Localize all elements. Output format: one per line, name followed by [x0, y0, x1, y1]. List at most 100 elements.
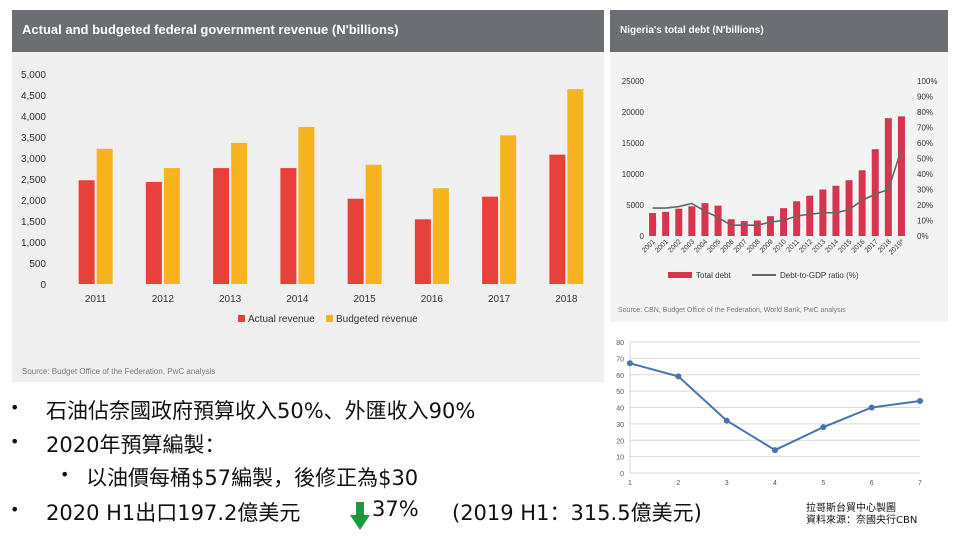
total-debt-bar: [884, 118, 892, 236]
total-debt-bar: [727, 219, 735, 236]
debt-chart-title: Nigeria's total debt (N'billions): [620, 25, 764, 36]
debt-x-tick-label: 2017: [864, 238, 880, 254]
legend-actual-swatch: [238, 315, 245, 322]
credit-line-2: 資料來源：奈國央行CBN: [806, 515, 918, 526]
total-debt-bar: [766, 216, 774, 236]
total-debt-bar: [780, 208, 788, 236]
debt-to-gdp-ratio-line: [652, 148, 903, 226]
debt-y-tick-label: 25000: [622, 77, 645, 86]
debt-chart-panel: Nigeria's total debt (N'billions) 0 5000 1…: [610, 10, 948, 322]
legend-ratio-label: Debt-to-GDP ratio (%): [780, 271, 859, 280]
ratio-y-tick-label: 90%: [917, 93, 933, 102]
bullet-dot: •: [10, 432, 20, 451]
debt-x-tick-label: 2007: [733, 238, 749, 254]
ratio-y-tick-label: 20%: [917, 201, 933, 210]
total-debt-bar: [832, 185, 840, 236]
line-y-tick-label: 80: [616, 340, 624, 347]
revenue-y-tick-label: 5,000: [21, 70, 46, 81]
legend-total-debt-label: Total debt: [696, 271, 731, 280]
debt-x-tick-label: 2014: [824, 238, 840, 254]
line-series-point: [820, 424, 827, 431]
line-x-tick-label: 6: [870, 480, 874, 487]
ratio-y-tick-label: 40%: [917, 170, 933, 179]
line-x-tick-label: 5: [821, 480, 825, 487]
revenue-y-tick-label: 4,500: [21, 91, 46, 102]
revenue-y-tick-label: 0: [40, 280, 46, 291]
debt-x-tick-label: 2011: [785, 238, 801, 254]
total-debt-bar: [714, 205, 722, 236]
actual-revenue-bar: [280, 168, 297, 284]
line-y-tick-label: 40: [616, 406, 624, 413]
line-x-tick-label: 1: [628, 480, 632, 487]
line-y-tick-label: 60: [616, 373, 624, 380]
total-debt-bar: [688, 206, 696, 236]
total-debt-bar: [871, 149, 879, 236]
debt-x-tick-label: 2008: [746, 238, 762, 254]
bullet-exports-2019: (2019 H1：315.5億美元): [452, 501, 702, 525]
total-debt-bar: [649, 213, 657, 236]
debt-x-tick-label: 2010: [772, 238, 788, 254]
bullet-exports-h1: 2020 H1出口197.2億美元: [46, 501, 301, 525]
revenue-y-tick-label: 2,500: [21, 175, 46, 186]
budgeted-revenue-bar: [567, 89, 584, 285]
sub-bullet-oil-price: 以油價每桶$57編製，後修正為$30: [86, 466, 419, 490]
debt-chart-source: Source: CBN, Budget Office of the Federa…: [618, 307, 846, 314]
line-series-point: [917, 397, 923, 404]
ratio-y-tick-label: 30%: [917, 186, 933, 195]
bullet-budget-2020: 2020年預算編製：: [46, 433, 226, 457]
debt-x-tick-label: 2013: [811, 238, 827, 254]
legend-budgeted-swatch: [326, 315, 333, 322]
debt-chart-svg: 0 5000 10000 15000 20000 25000 0% 10% 20% 30% 40% 5…: [622, 77, 938, 280]
debt-x-tick-label: 2001: [654, 238, 670, 254]
ratio-y-tick-label: 100%: [917, 77, 937, 86]
debt-x-tick-label: 2009: [759, 238, 775, 254]
ratio-y-tick-label: 50%: [917, 155, 933, 164]
revenue-x-tick-label: 2011: [85, 294, 107, 305]
chart-credit: 拉哥斯台貿中心製圖 資料來源：奈國央行CBN: [806, 503, 917, 527]
line-y-tick-label: 20: [616, 438, 624, 445]
legend-total-debt-swatch: [668, 272, 692, 278]
ratio-y-tick-label: 10%: [917, 217, 933, 226]
revenue-chart-header: Actual and budgeted federal government r…: [12, 10, 604, 52]
line-chart-panel: 0 10 20 30 40 50 60 70 80 1 2 3 4 5 6 7: [604, 336, 930, 488]
ratio-y-tick-label: 0%: [917, 232, 929, 241]
line-y-tick-label: 0: [620, 471, 624, 478]
actual-revenue-bar: [78, 180, 95, 284]
sub-bullet-dot: •: [60, 465, 70, 484]
total-debt-bar: [662, 211, 670, 236]
total-debt-bar: [845, 180, 853, 236]
revenue-x-tick-label: 2013: [219, 294, 242, 305]
line-series-point: [675, 373, 682, 380]
budgeted-revenue-bar: [500, 135, 517, 284]
total-debt-bar: [793, 201, 801, 236]
total-debt-bar: [675, 208, 683, 236]
down-arrow-icon: [350, 502, 370, 530]
revenue-x-tick-label: 2018: [555, 294, 578, 305]
debt-x-tick-label: 2005: [706, 238, 722, 254]
total-debt-bar: [740, 221, 748, 236]
revenue-y-tick-label: 500: [29, 259, 46, 270]
revenue-y-tick-label: 3,500: [21, 133, 46, 144]
revenue-y-tick-label: 1,500: [21, 217, 46, 228]
revenue-y-tick-label: 1,000: [21, 238, 46, 249]
debt-chart-header: Nigeria's total debt (N'billions): [610, 10, 948, 52]
total-debt-bar: [858, 170, 866, 236]
revenue-x-tick-label: 2017: [488, 294, 511, 305]
budgeted-revenue-bar: [96, 148, 113, 284]
revenue-x-tick-label: 2016: [421, 294, 444, 305]
line-series-point: [772, 447, 778, 454]
revenue-y-tick-label: 4,000: [21, 112, 46, 123]
debt-y-tick-label: 10000: [622, 170, 645, 179]
credit-line-1: 拉哥斯台貿中心製圖: [806, 503, 896, 514]
revenue-y-tick-label: 3,000: [21, 154, 46, 165]
actual-revenue-bar: [549, 154, 566, 284]
debt-x-tick-label: 2016: [851, 238, 867, 254]
actual-revenue-bar: [347, 198, 364, 284]
line-y-tick-label: 50: [616, 389, 624, 396]
debt-x-tick-label: 2003: [680, 238, 696, 254]
total-debt-bar: [753, 220, 761, 236]
line-x-tick-label: 7: [918, 480, 922, 487]
revenue-chart-source: Source: Budget Office of the Federation,…: [22, 367, 216, 376]
debt-x-tick-label: 2015: [837, 238, 853, 254]
line-series-point: [723, 417, 730, 424]
